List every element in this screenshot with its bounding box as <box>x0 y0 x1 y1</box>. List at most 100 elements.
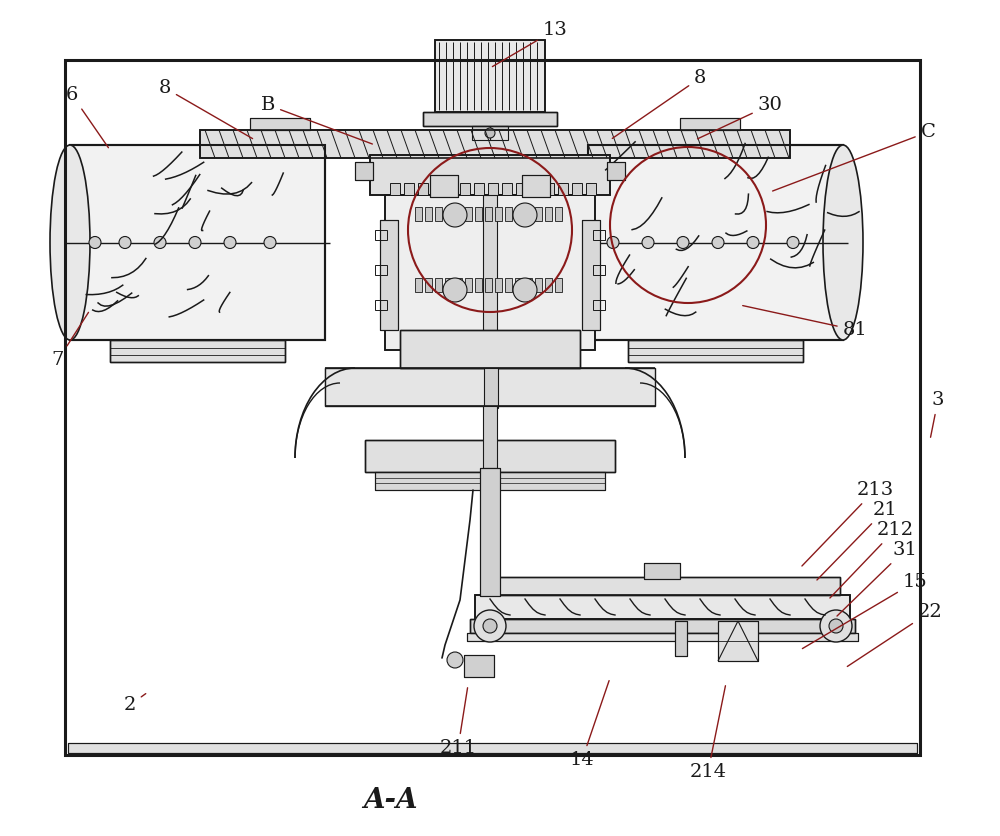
Bar <box>675 621 687 656</box>
Bar <box>418 183 428 195</box>
Bar <box>365 440 615 472</box>
Bar <box>495 207 502 221</box>
Bar <box>680 118 740 130</box>
Bar <box>488 183 498 195</box>
Bar <box>516 183 526 195</box>
Bar <box>400 330 580 368</box>
Bar <box>475 595 850 619</box>
Bar <box>375 230 387 240</box>
Bar <box>415 207 422 221</box>
Bar <box>472 126 490 140</box>
Bar <box>467 633 858 641</box>
Bar <box>490 126 508 140</box>
Bar <box>446 183 456 195</box>
Bar <box>588 145 843 340</box>
Bar <box>525 207 532 221</box>
Bar <box>465 207 472 221</box>
Bar <box>390 183 400 195</box>
Circle shape <box>513 203 537 227</box>
Bar <box>385 195 595 350</box>
Bar <box>474 183 484 195</box>
Circle shape <box>747 237 759 248</box>
Text: 21: 21 <box>817 501 897 580</box>
Bar <box>70 145 325 340</box>
Bar <box>718 621 758 661</box>
Bar <box>588 145 843 340</box>
Bar <box>644 563 680 579</box>
Text: 8: 8 <box>612 69 706 139</box>
Text: 22: 22 <box>847 603 942 666</box>
Bar <box>472 126 490 140</box>
Bar <box>628 340 803 362</box>
Bar <box>525 278 532 292</box>
Bar <box>522 175 550 197</box>
Bar <box>470 619 855 633</box>
Circle shape <box>513 278 537 302</box>
Bar <box>435 207 442 221</box>
Circle shape <box>119 237 131 248</box>
Bar <box>110 340 285 362</box>
Bar <box>460 183 470 195</box>
Bar <box>530 183 540 195</box>
Bar <box>464 655 494 677</box>
Bar <box>455 207 462 221</box>
Circle shape <box>485 128 495 138</box>
Bar <box>425 278 432 292</box>
Bar <box>455 278 462 292</box>
Bar <box>250 118 310 130</box>
Circle shape <box>829 619 843 633</box>
Bar <box>325 368 655 406</box>
Bar <box>490 126 508 140</box>
Circle shape <box>607 237 619 248</box>
Text: A-A: A-A <box>363 787 417 813</box>
Bar <box>370 155 610 195</box>
Text: 214: 214 <box>689 686 727 781</box>
Circle shape <box>820 610 852 642</box>
Bar <box>415 278 422 292</box>
Bar <box>586 183 596 195</box>
Bar <box>430 175 458 197</box>
Circle shape <box>154 237 166 248</box>
Text: 14: 14 <box>570 681 609 769</box>
Circle shape <box>483 619 497 633</box>
Bar <box>484 368 498 408</box>
Circle shape <box>787 237 799 248</box>
Circle shape <box>224 237 236 248</box>
Bar <box>628 340 803 362</box>
Bar <box>435 40 545 112</box>
Bar <box>355 162 373 180</box>
Bar <box>375 472 605 490</box>
Bar <box>515 278 522 292</box>
Text: 2: 2 <box>124 694 146 714</box>
Text: 31: 31 <box>837 541 917 616</box>
Circle shape <box>474 610 506 642</box>
Bar <box>68 743 917 753</box>
Text: 213: 213 <box>802 481 894 566</box>
Bar <box>544 183 554 195</box>
Bar <box>505 207 512 221</box>
Bar <box>355 162 373 180</box>
Text: 211: 211 <box>439 688 477 757</box>
Bar <box>430 175 458 197</box>
Bar <box>582 220 600 330</box>
Bar <box>644 563 680 579</box>
Bar <box>483 406 497 468</box>
Bar <box>464 655 494 677</box>
Bar <box>593 300 605 310</box>
Text: 6: 6 <box>66 86 108 148</box>
Bar <box>470 619 855 633</box>
Bar <box>432 183 442 195</box>
Bar <box>582 220 600 330</box>
Text: B: B <box>261 96 372 144</box>
Polygon shape <box>325 368 405 406</box>
Circle shape <box>642 237 654 248</box>
Circle shape <box>189 237 201 248</box>
Bar <box>435 40 545 112</box>
Circle shape <box>712 237 724 248</box>
Ellipse shape <box>50 145 90 340</box>
Ellipse shape <box>823 145 863 340</box>
Bar <box>495 278 502 292</box>
Circle shape <box>264 237 276 248</box>
Circle shape <box>447 652 463 668</box>
Bar <box>483 195 497 350</box>
